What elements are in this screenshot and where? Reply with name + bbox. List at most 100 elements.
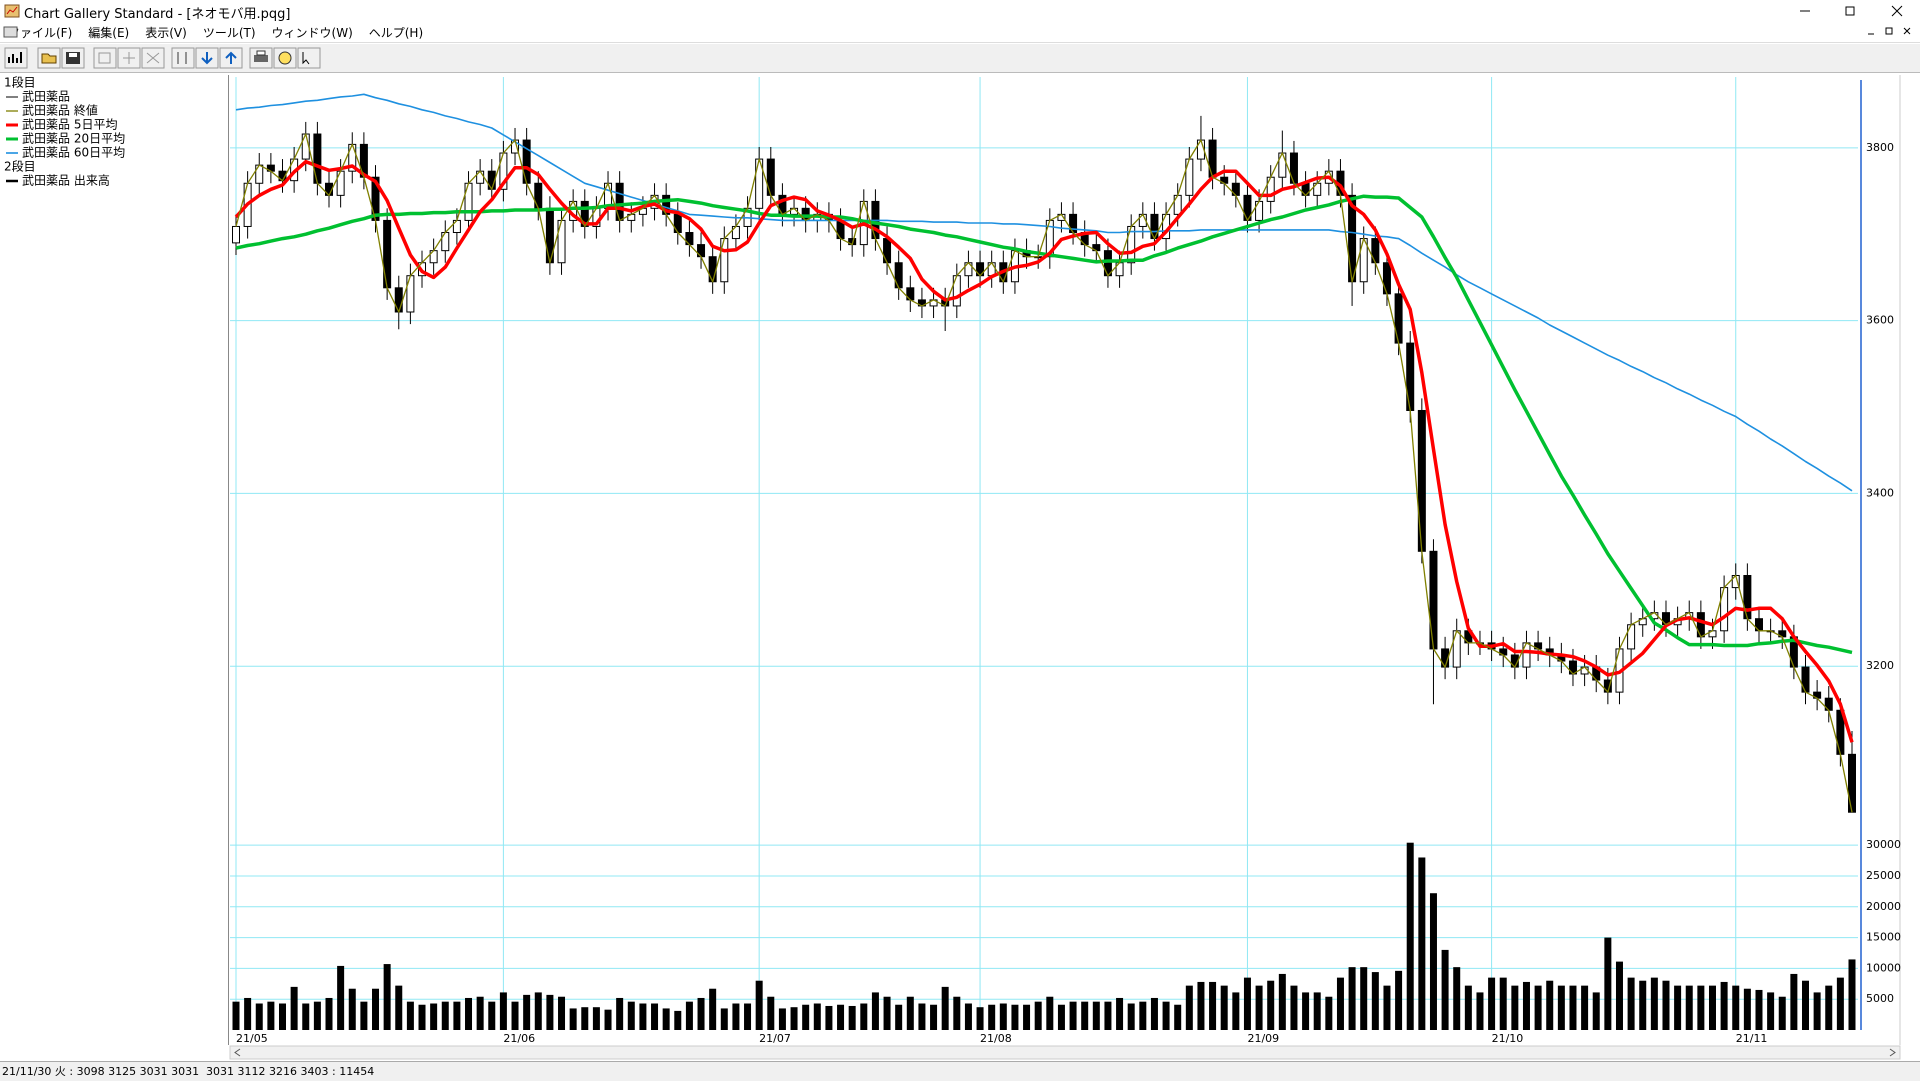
- legend-panel: [0, 75, 228, 1045]
- close[interactable]: [1891, 5, 1903, 17]
- volume-bar: [1255, 985, 1263, 1030]
- volume-bar: [651, 1003, 659, 1030]
- tool-delete[interactable]: [141, 47, 165, 69]
- tool-up[interactable]: [219, 47, 243, 69]
- menu-item[interactable]: 編集(E): [88, 26, 130, 40]
- volume-bar: [802, 1004, 810, 1030]
- toolbar-buttons: [4, 47, 321, 69]
- tool-copy[interactable]: [93, 47, 117, 69]
- tool-open[interactable]: [37, 47, 61, 69]
- scroll-right[interactable]: [1889, 1048, 1896, 1057]
- candle-body: [1417, 409, 1426, 552]
- h-scrollbar[interactable]: [229, 1045, 1901, 1060]
- menu-item[interactable]: ヘルプ(H): [368, 26, 424, 40]
- candle-body: [720, 238, 729, 283]
- volume-bar: [488, 1001, 496, 1030]
- series-line: [234, 159, 1854, 743]
- candle-body: [1743, 574, 1752, 620]
- menu-item[interactable]: ウィンドウ(W): [271, 26, 353, 40]
- restore[interactable]: [1845, 6, 1855, 16]
- volume-bar: [1034, 1001, 1042, 1030]
- marks: [232, 93, 1856, 1030]
- volume-bar: [1848, 959, 1856, 1030]
- candle-body: [1289, 152, 1298, 184]
- volume-bar: [1162, 1001, 1170, 1030]
- x-tick-label: 21/10: [1492, 1032, 1524, 1045]
- window-controls: [1800, 5, 1903, 17]
- tool-add[interactable]: [117, 47, 141, 69]
- volume-bar: [360, 1001, 368, 1030]
- volume-bar: [232, 1001, 240, 1030]
- tool-context-help[interactable]: [297, 47, 321, 69]
- volume-bar: [1615, 961, 1623, 1030]
- toolbar: [0, 44, 1920, 73]
- tool-print[interactable]: [249, 47, 273, 69]
- legend-entry: 武田薬品 出来高: [22, 174, 110, 188]
- mdi-close[interactable]: [1903, 27, 1911, 35]
- candle-body: [1720, 587, 1729, 632]
- y-tick-label: 20000: [1866, 900, 1901, 913]
- volume-bar: [511, 1001, 519, 1030]
- volume-bar: [697, 997, 705, 1030]
- volume-bar: [1557, 985, 1565, 1030]
- volume-bar: [976, 1007, 984, 1030]
- candle-body: [1208, 139, 1217, 178]
- candle-body: [883, 238, 892, 264]
- volume-bar: [267, 1001, 275, 1030]
- volume-bar: [395, 985, 403, 1030]
- status-bar: 21/11/30 火 : 3098 3125 3031 3031 3031 31…: [0, 1061, 1920, 1081]
- volume-bar: [1429, 893, 1437, 1030]
- volume-bar: [837, 1004, 845, 1030]
- scroll-left[interactable]: [234, 1048, 241, 1057]
- x-tick-label: 21/11: [1736, 1032, 1768, 1045]
- volume-bar: [999, 1003, 1007, 1030]
- y-tick-label: 3800: [1866, 141, 1894, 154]
- series-line: [235, 133, 1853, 813]
- candle-body: [313, 133, 322, 184]
- volume-bar: [1232, 992, 1240, 1030]
- volume-bar: [988, 1004, 996, 1030]
- volume-bar: [1325, 996, 1333, 1030]
- volume-bar: [1406, 842, 1414, 1030]
- tool-save[interactable]: [61, 47, 85, 69]
- title-bar: Chart Gallery Standard - [ネオモバ用.pqg]: [0, 0, 1920, 22]
- volume-bar: [1267, 980, 1275, 1030]
- volume-bar: [1185, 985, 1193, 1030]
- volume-bar: [534, 992, 542, 1030]
- volume-bar: [1825, 985, 1833, 1030]
- volume-bar: [313, 1001, 321, 1030]
- volume-bar: [616, 997, 624, 1030]
- volume-bar: [302, 1003, 310, 1030]
- menu-bar: ファイル(F) 編集(E) 表示(V) ツール(T) ウィンドウ(W) ヘルプ(H): [0, 22, 1920, 43]
- tool-help[interactable]: [273, 47, 297, 69]
- volume-bar: [813, 1003, 821, 1030]
- legend-pane-label: 1段目: [4, 75, 36, 90]
- doc-icon[interactable]: [3, 24, 19, 40]
- volume-bar: [883, 996, 891, 1030]
- candle-body: [766, 158, 775, 196]
- menu-item[interactable]: ツール(T): [202, 26, 256, 40]
- volume-bar: [1534, 985, 1542, 1030]
- volume-bar: [860, 1003, 868, 1030]
- volume-bar: [1441, 949, 1449, 1030]
- mdi-restore[interactable]: [1885, 27, 1893, 35]
- volume-bar: [1197, 981, 1205, 1030]
- volume-bar: [709, 988, 717, 1030]
- tool-sort[interactable]: [171, 47, 195, 69]
- volume-bar: [418, 1004, 426, 1030]
- legend-pane-label: 2段目: [4, 159, 36, 174]
- tool-down[interactable]: [195, 47, 219, 69]
- volume-bar: [1220, 985, 1228, 1030]
- volume-bar: [790, 1007, 798, 1030]
- candle-body: [1406, 342, 1415, 411]
- volume-bar: [1336, 977, 1344, 1030]
- volume-bar: [441, 1001, 449, 1030]
- volume-bar: [372, 988, 380, 1030]
- menu-item[interactable]: 表示(V): [145, 26, 187, 40]
- volume-bar: [1836, 977, 1844, 1030]
- candle-body: [394, 287, 403, 313]
- tool-chart[interactable]: [4, 47, 28, 69]
- menu-item[interactable]: ファイル(F): [8, 26, 73, 40]
- x-tick-label: 21/08: [980, 1032, 1012, 1045]
- volume-bar: [674, 1010, 682, 1030]
